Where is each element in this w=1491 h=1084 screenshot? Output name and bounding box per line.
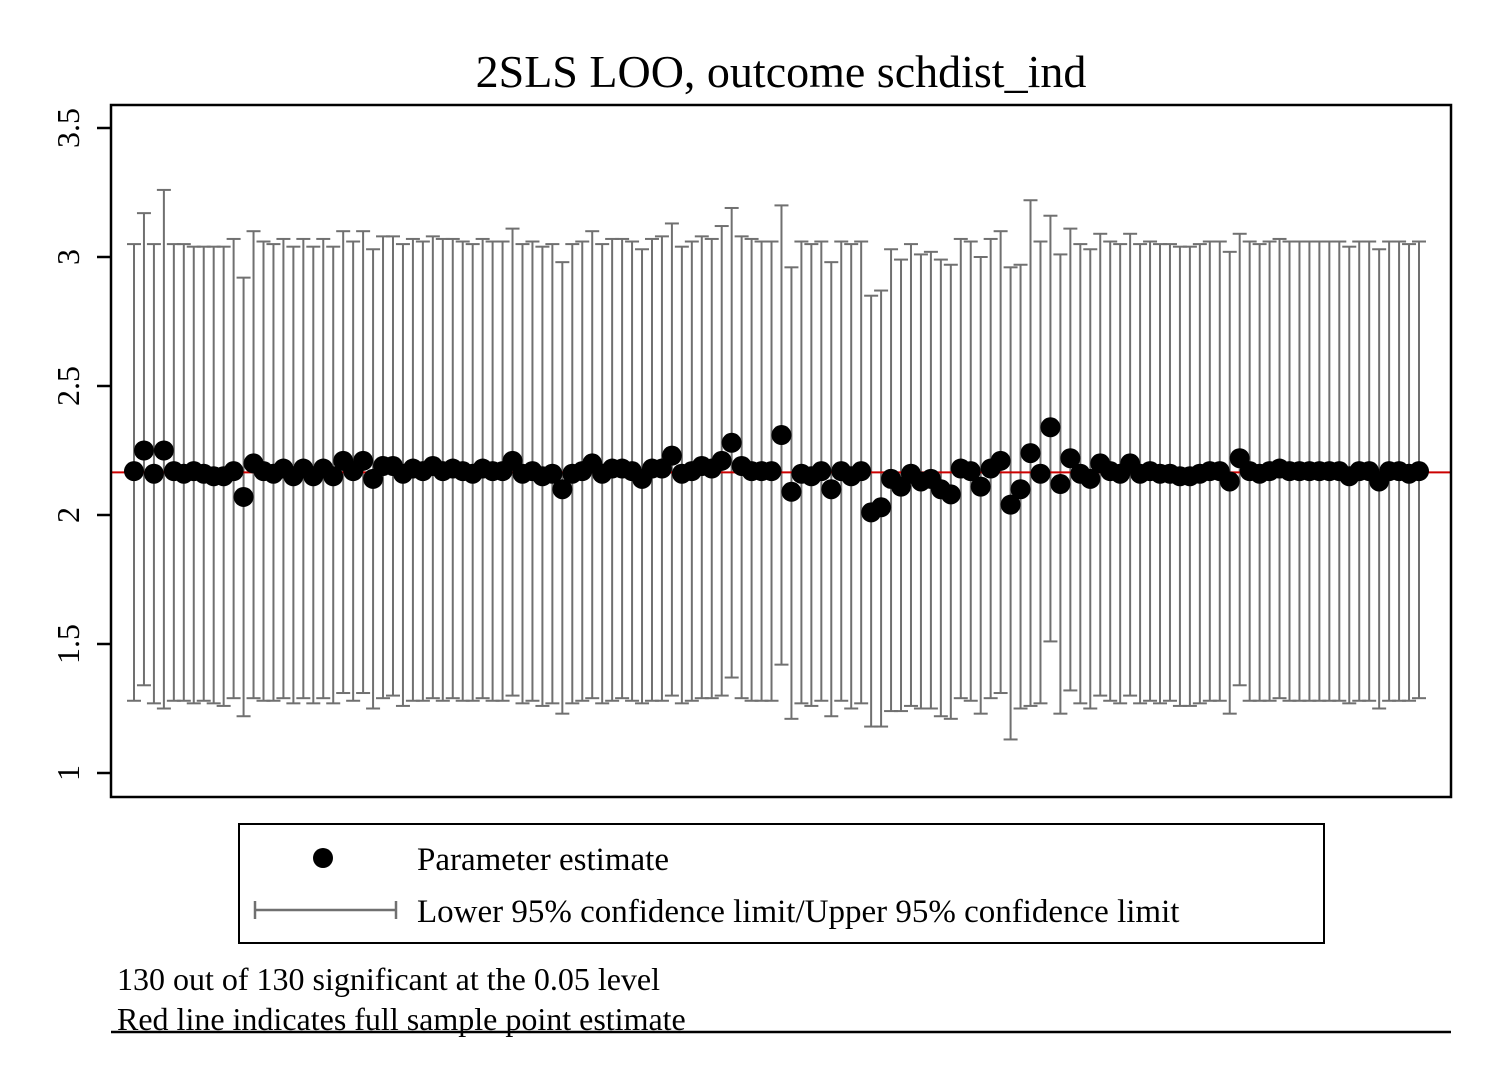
estimate-point xyxy=(990,450,1011,471)
estimate-point xyxy=(1219,471,1240,492)
estimate-point xyxy=(143,463,164,484)
y-tick-label: 1 xyxy=(50,765,86,781)
estimate-point xyxy=(970,476,991,497)
estimate-point xyxy=(940,484,961,505)
estimate-point xyxy=(1000,494,1021,515)
points-group xyxy=(124,417,1429,523)
note-significance: 130 out of 130 significant at the 0.05 l… xyxy=(117,961,660,997)
estimate-point xyxy=(960,461,981,482)
y-axis: 1 1.5 2 2.5 3 3.5 xyxy=(50,108,111,781)
estimate-point xyxy=(353,450,374,471)
estimate-point xyxy=(661,445,682,466)
y-tick-label: 2 xyxy=(50,507,86,523)
chart-title: 2SLS LOO, outcome schdist_ind xyxy=(476,46,1087,97)
estimate-point xyxy=(871,497,892,518)
estimate-point xyxy=(851,461,872,482)
y-tick-label: 3 xyxy=(50,249,86,265)
estimate-point xyxy=(1050,474,1071,495)
legend-label-estimate: Parameter estimate xyxy=(417,842,669,878)
estimate-point xyxy=(1010,479,1031,500)
estimate-point xyxy=(821,479,842,500)
estimate-point xyxy=(781,481,802,502)
estimate-point xyxy=(124,461,144,482)
estimate-point xyxy=(233,486,254,507)
legend-label-ci: Lower 95% confidence limit/Upper 95% con… xyxy=(417,894,1179,930)
plot-frame xyxy=(109,103,1453,799)
estimate-point xyxy=(811,461,832,482)
estimate-point xyxy=(1030,463,1051,484)
estimate-point xyxy=(323,466,344,487)
estimate-point xyxy=(711,450,732,471)
estimate-point xyxy=(761,461,782,482)
estimate-point xyxy=(1060,448,1081,469)
estimate-point xyxy=(153,440,174,461)
estimate-point xyxy=(542,463,563,484)
estimate-point xyxy=(552,479,573,500)
estimate-point xyxy=(771,425,792,446)
estimate-point xyxy=(133,440,154,461)
estimate-point xyxy=(1020,443,1041,464)
estimate-point xyxy=(1080,468,1101,489)
estimate-point xyxy=(1040,417,1061,438)
legend-box xyxy=(238,823,1325,944)
y-tick-label: 2.5 xyxy=(50,366,86,406)
legend-dot-marker xyxy=(313,848,333,868)
estimate-point xyxy=(721,432,742,453)
legend-range-marker xyxy=(253,901,398,919)
y-tick-label: 3.5 xyxy=(50,108,86,148)
estimate-point xyxy=(1409,461,1429,482)
y-tick-label: 1.5 xyxy=(50,624,86,664)
estimate-point xyxy=(223,461,244,482)
legend: Parameter estimate Lower 95% confidence … xyxy=(238,823,1325,944)
